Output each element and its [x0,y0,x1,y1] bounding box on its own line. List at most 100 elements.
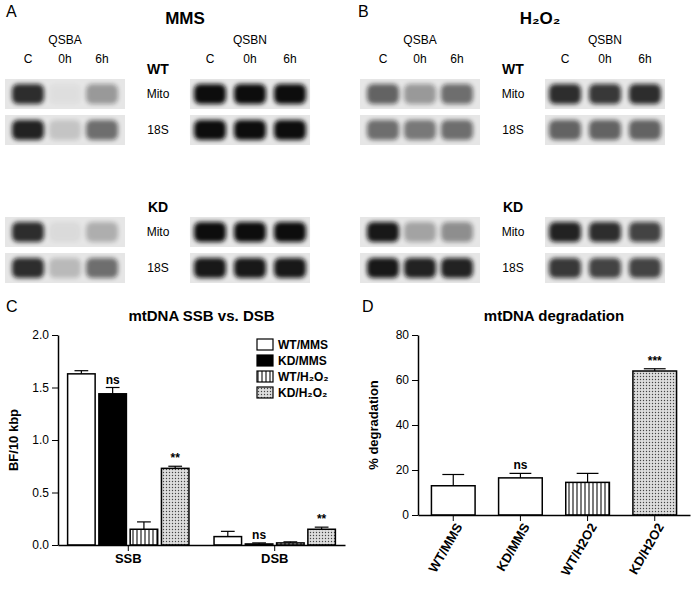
band [86,120,118,140]
significance: ns [513,458,527,472]
panel-letter: A [6,3,17,20]
bar [277,543,305,545]
x-tick-label: KD/MMS [493,520,533,573]
row-label: 18S [502,123,523,137]
band [589,222,621,242]
band [194,120,226,140]
band [367,222,399,242]
band [367,120,399,140]
x-tick-mark [587,515,588,521]
gel-background [190,253,310,283]
legend-swatch [257,371,273,382]
y-tick-mark [52,545,58,546]
error-cap [221,531,235,532]
band [274,120,306,140]
band [441,258,473,278]
bar [161,468,189,545]
y-tick-mark [412,470,418,471]
plot-area [68,371,336,545]
band [194,258,226,278]
x-tick-label: SSB [115,551,142,566]
band [367,258,399,278]
x-axis: SSB DSB [59,545,346,566]
band [194,222,226,242]
gel-background [360,79,480,109]
lane-label: 0h [598,52,611,66]
band [404,222,436,242]
x-axis-line [59,545,346,547]
x-tick-mark [274,545,275,551]
band [549,84,581,104]
gel-background [545,79,665,109]
gel-background [5,253,125,283]
error-bar [112,388,113,394]
y-tick: 2.0 [32,328,58,342]
error-cap [644,368,666,369]
x-tick: KD/MMS [493,515,533,574]
lane-label: C [561,52,570,66]
y-tick-mark [412,425,418,426]
x-tick: WT/MMS [425,515,465,575]
x-tick-label: WT/H2O2 [558,521,600,579]
legend-label: WT/MMS [278,338,328,352]
blot-panel: H₂O₂QSBAC0h6hQSBNC0h6hWTMito18SKDMito18S [360,9,665,283]
legend: WT/MMSKD/MMSWT/H₂O₂KD/H₂O₂ [257,338,329,400]
legend-label: WT/H₂O₂ [278,370,329,384]
bar [308,529,336,545]
y-tick-label: 80 [396,328,410,342]
significance: ns [252,528,266,542]
y-tick-label: 40 [396,418,410,432]
group-label: WT [147,61,169,77]
legend-label: KD/MMS [278,354,327,368]
y-tick-label: 1.5 [32,381,49,395]
lane-label: 0h [413,52,426,66]
y-tick-label: 20 [396,463,410,477]
legend-swatch [257,387,273,398]
assay-label: QSBN [233,33,267,47]
band [234,222,266,242]
error-cap [74,370,88,371]
gel-background [5,79,125,109]
x-tick-mark [453,515,454,521]
band [49,84,81,104]
y-tick-mark [412,380,418,381]
chart-title: mtDNA SSB vs. DSB [128,307,274,324]
error-cap [315,527,329,528]
band [404,258,436,278]
gel-background [190,115,310,145]
y-axis: 0 20 40 60 80 [396,328,419,522]
band [86,222,118,242]
band [549,258,581,278]
x-tick-label: DSB [261,551,288,566]
band [629,222,661,242]
gel-background [360,253,480,283]
bar [214,537,242,545]
row-label: Mito [502,225,525,239]
band [274,222,306,242]
bar [68,374,96,545]
bar [99,394,127,545]
error-bar [143,522,144,529]
band [629,84,661,104]
error-cap [137,521,151,522]
x-tick-label: KD/H2O2 [626,521,667,577]
bar [499,478,543,515]
chart: mtDNA SSB vs. DSB0.00.51.01.52.0BF/10 kb… [6,307,346,566]
lane-label: 6h [450,52,463,66]
y-tick: 0 [402,508,418,522]
error-cap [168,466,182,467]
band [441,222,473,242]
x-tick-mark [654,515,655,521]
band [549,222,581,242]
x-tick-mark [128,545,129,551]
band [49,222,81,242]
y-tick-label: 1.0 [32,433,49,447]
legend-swatch [257,355,273,366]
significance: ns [106,373,120,387]
error-cap [442,474,464,475]
y-tick: 60 [396,373,418,387]
band [86,258,118,278]
row-label: Mito [147,225,170,239]
gel-background [190,79,310,109]
band [589,258,621,278]
